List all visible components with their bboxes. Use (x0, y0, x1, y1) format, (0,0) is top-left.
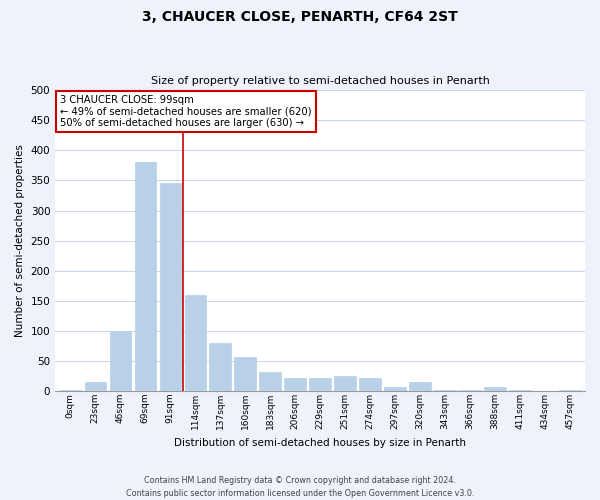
Text: Contains HM Land Registry data © Crown copyright and database right 2024.
Contai: Contains HM Land Registry data © Crown c… (126, 476, 474, 498)
Bar (509, 390, 530, 392)
Bar (334, 376, 356, 392)
Bar (385, 387, 406, 392)
Bar (134, 162, 156, 392)
Bar (209, 343, 231, 392)
Bar (185, 295, 206, 392)
Bar (284, 378, 306, 392)
Bar (460, 390, 481, 392)
Bar (110, 331, 131, 392)
Bar (434, 390, 455, 392)
Bar (359, 378, 380, 392)
Bar (259, 372, 281, 392)
Text: 3, CHAUCER CLOSE, PENARTH, CF64 2ST: 3, CHAUCER CLOSE, PENARTH, CF64 2ST (142, 10, 458, 24)
Bar (85, 382, 106, 392)
Title: Size of property relative to semi-detached houses in Penarth: Size of property relative to semi-detach… (151, 76, 490, 86)
X-axis label: Distribution of semi-detached houses by size in Penarth: Distribution of semi-detached houses by … (174, 438, 466, 448)
Text: 3 CHAUCER CLOSE: 99sqm
← 49% of semi-detached houses are smaller (620)
50% of se: 3 CHAUCER CLOSE: 99sqm ← 49% of semi-det… (61, 94, 312, 128)
Bar (484, 387, 506, 392)
Bar (310, 378, 331, 392)
Bar (160, 184, 181, 392)
Bar (559, 390, 581, 392)
Y-axis label: Number of semi-detached properties: Number of semi-detached properties (15, 144, 25, 337)
Bar (59, 390, 81, 392)
Bar (235, 357, 256, 392)
Bar (409, 382, 431, 392)
